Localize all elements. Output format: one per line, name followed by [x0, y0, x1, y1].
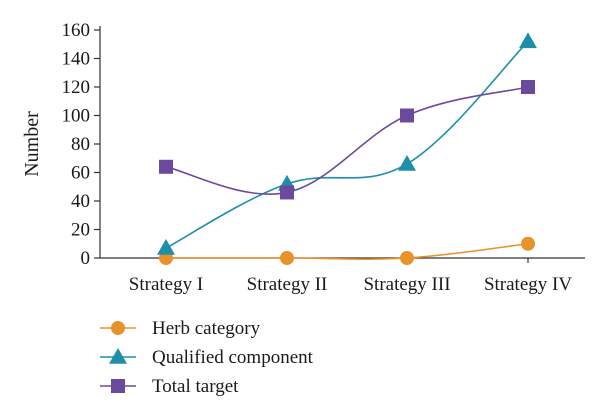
x-axis-categories: Strategy I Strategy II Strategy III Strateg… — [129, 258, 572, 295]
x-category-label: Strategy II — [247, 274, 328, 295]
legend-label: Herb category — [152, 318, 261, 339]
data-point-2 — [157, 239, 175, 255]
data-point-3 — [159, 159, 173, 174]
x-category-label: Strategy III — [363, 274, 450, 295]
x-category-label: Strategy IV — [484, 274, 572, 295]
y-tick-label: 20 — [71, 220, 90, 241]
axes — [99, 26, 585, 259]
legend-label: Total target — [152, 376, 239, 397]
y-axis-title: Number — [21, 111, 43, 177]
series-lines — [165, 40, 529, 260]
legend-label: Qualified component — [152, 347, 314, 368]
legend: Herb category Qualified component Total ta… — [100, 318, 314, 397]
y-tick-label: 160 — [62, 20, 91, 41]
data-point-1 — [400, 251, 414, 265]
series-markers — [157, 32, 537, 265]
y-tick-label: 140 — [62, 49, 91, 70]
y-tick-label: 100 — [62, 106, 91, 127]
y-tick-label: 0 — [81, 248, 91, 269]
series-line-3 — [165, 86, 529, 195]
data-point-3 — [400, 108, 414, 123]
series-line-2 — [165, 40, 529, 249]
data-point-1 — [521, 236, 535, 251]
y-tick-label: 80 — [71, 134, 90, 155]
y-tick-label: 40 — [71, 191, 90, 212]
data-point-2 — [519, 32, 537, 49]
legend-marker — [111, 379, 125, 393]
data-point-2 — [398, 154, 416, 171]
series-line-1 — [165, 242, 529, 260]
legend-marker — [111, 321, 125, 335]
data-point-3 — [280, 185, 294, 200]
y-tick-label: 60 — [71, 163, 90, 184]
y-axis-ticks: 0 20 40 60 80 100 120 140 160 — [62, 20, 100, 269]
data-point-1 — [280, 251, 294, 265]
legend-marker — [109, 348, 127, 364]
data-point-3 — [521, 80, 535, 94]
x-category-label: Strategy I — [129, 274, 203, 295]
y-tick-label: 120 — [62, 77, 91, 98]
